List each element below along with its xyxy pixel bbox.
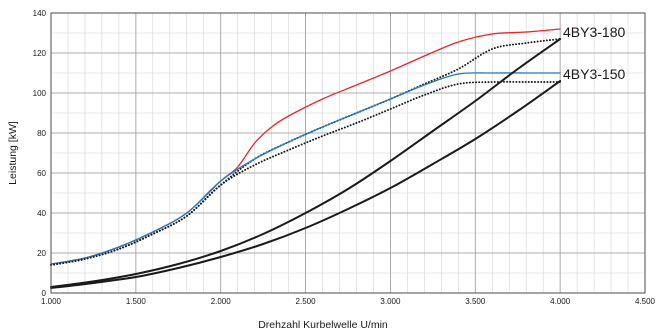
y-tick-label: 60 (37, 169, 46, 178)
y-tick-label: 140 (33, 9, 47, 18)
x-tick-labels: 1.000 1.500 2.000 2.500 3.000 3.500 4.000 4.500 (41, 297, 656, 306)
y-tick-label: 100 (33, 89, 47, 98)
series-line-4 (50, 80, 562, 266)
x-tick-label: 3.500 (465, 297, 486, 306)
y-axis-title: Leistung [kW] (7, 121, 19, 185)
series-line-6 (50, 80, 562, 289)
series-label-4by3-150: 4BY3-150 (563, 66, 625, 82)
y-tick-label: 20 (37, 249, 46, 258)
minor-grid (50, 12, 646, 294)
x-tick-label: 1.000 (41, 297, 62, 306)
series-lines (50, 28, 562, 289)
y-tick-label: 120 (33, 49, 47, 58)
x-tick-label: 4.000 (550, 297, 571, 306)
series-line-3 (50, 72, 561, 265)
plot-frame (50, 12, 646, 294)
y-tick-labels: 0 20 40 60 80 100 120 140 (33, 9, 47, 298)
series-label-4by3-180: 4BY3-180 (563, 24, 625, 40)
x-tick-label: 1.500 (126, 297, 147, 306)
y-tick-label: 80 (37, 129, 46, 138)
x-tick-label: 3.000 (380, 297, 401, 306)
x-axis-title: Drehzahl Kurbelwelle U/min (258, 319, 388, 331)
series-line-5 (50, 38, 562, 288)
x-tick-label: 2.500 (296, 297, 317, 306)
y-tick-label: 0 (42, 289, 47, 298)
x-tick-label: 2.000 (211, 297, 232, 306)
x-tick-label: 4.500 (635, 297, 656, 306)
y-tick-label: 40 (37, 209, 46, 218)
